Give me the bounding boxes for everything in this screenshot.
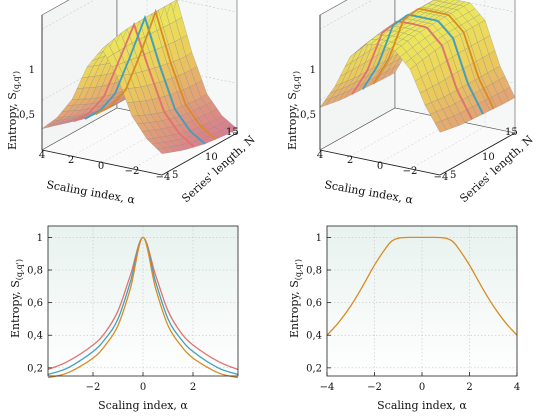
tick-label: 4 [514,382,520,393]
tick-label: 0 [140,382,146,393]
alpha-tick-label: −2 [403,166,418,177]
tick-label: 0,8 [27,266,43,277]
n-tick-label: 15 [505,127,518,138]
alpha-axis-line [319,149,441,176]
alpha-tick-label: 2 [68,155,74,166]
n-tick-label: 10 [482,152,495,163]
surface-panel-top-left: 1 0,5 4 2 0 −2 −4 5 10 15 Scaling index,… [6,0,258,207]
z-tick-label: 1 [310,65,316,76]
tick-label: 0,2 [306,363,322,374]
alpha-axis-label: Scaling index, α [45,178,136,206]
alpha-tick-label: 4 [317,150,323,161]
surface-mesh [319,0,516,176]
highlight-curve [84,14,206,145]
z-tick-label: 1 [29,65,35,76]
tick-label: 1 [316,233,322,244]
tick-label: 2 [466,382,472,393]
alpha-axis-label: Scaling index, α [323,178,414,206]
z-axis-label: Entropy, S(q,q') [6,71,21,150]
tick-label: −4 [320,382,335,393]
tick-label: 0,4 [27,331,43,342]
surface-patch [41,123,54,129]
line-panel-bottom-left: 0,2 0,4 0,6 0,8 1 −2 0 2 Scaling index, α Entro… [9,225,239,412]
tick-label: −2 [367,382,382,393]
alpha-tick-label: −4 [434,172,449,183]
n-tick-label: 5 [450,170,456,181]
surface-patch [319,97,332,108]
tick-label: 0,6 [27,298,43,309]
highlight-curve [351,20,473,120]
x-axis-label: Scaling index, α [377,399,467,412]
alpha-tick-label: 0 [98,161,104,172]
tick-label: 0 [419,382,425,393]
alpha-tick-label: 2 [347,155,353,166]
highlight-curve [372,7,495,110]
n-tick-label: 10 [205,152,218,163]
tick-label: 0,4 [306,331,322,342]
tick-label: 2 [190,382,196,393]
line-panel-bottom-right: 0,2 0,4 0,6 0,8 1 −4 −2 0 2 4 Scaling index, α En… [288,225,520,412]
y-axis-label: Entropy, S(q,q') [9,259,24,338]
n-tick-label: 5 [172,170,178,181]
tick-label: 0,2 [27,363,43,374]
alpha-tick-label: −2 [125,166,140,177]
z-tick-label: 0,5 [300,110,316,121]
n-tick-label: 15 [226,127,239,138]
alpha-tick-label: −4 [156,172,171,183]
highlight-curve [362,13,484,115]
tick-label: −2 [86,382,101,393]
surface-mesh [41,0,238,176]
z-axis-label: Entropy, S(q,q') [286,71,301,150]
n-axis-line [439,132,516,176]
tick-label: 0,6 [306,298,322,309]
z-tick-label: 0,5 [19,110,35,121]
grid-line [41,0,238,30]
series-line [47,236,239,379]
y-axis-label: Entropy, S(q,q') [288,259,303,338]
alpha-axis-line [41,149,163,176]
tick-label: 1 [37,233,43,244]
highlight-curve [73,21,195,148]
tick-label: 0,8 [306,266,322,277]
alpha-tick-label: 4 [39,150,45,161]
grid-line [319,0,516,30]
x-axis-label: Scaling index, α [98,399,188,412]
series-line [326,236,518,336]
surface-panel-top-right: 1 0,5 4 2 0 −2 −4 5 10 15 Scaling index,… [286,0,536,207]
n-axis-line [161,132,238,176]
alpha-tick-label: 0 [377,161,383,172]
highlight-curve [95,8,217,140]
